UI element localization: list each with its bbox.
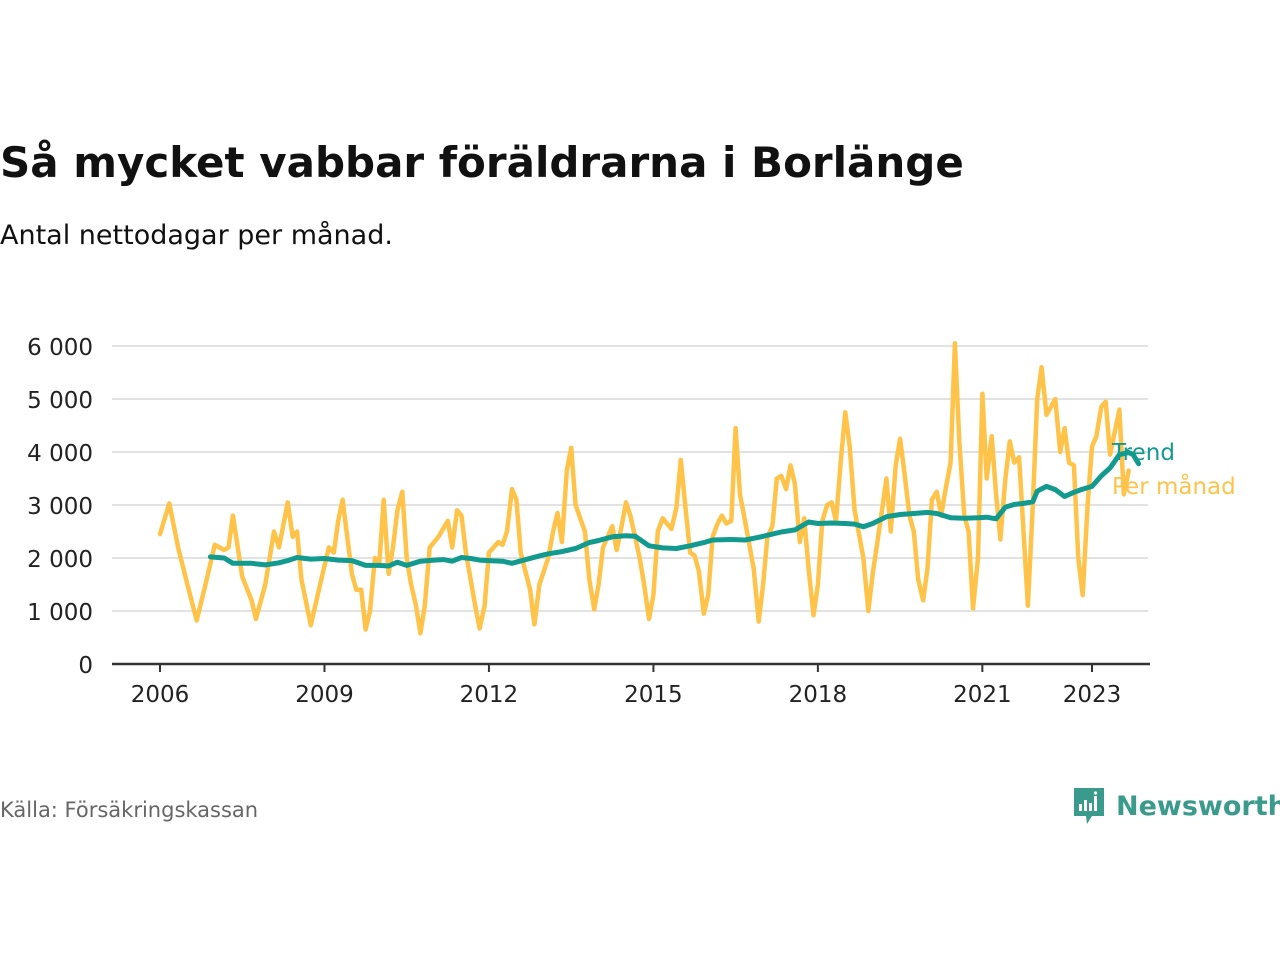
x-tick-label: 2021 xyxy=(953,682,1012,708)
y-tick-label: 2 000 xyxy=(27,547,93,573)
chart-subtitle: Antal nettodagar per månad. xyxy=(0,220,393,251)
x-tick-label: 2015 xyxy=(624,682,683,708)
newsworthy-logo-icon xyxy=(1074,788,1104,824)
series-line-per-manad xyxy=(157,341,1131,636)
x-tick-label: 2009 xyxy=(295,682,354,708)
line-chart: 0 1 000 2 000 3 000 4 000 5 000 6 000 2006 2009… xyxy=(27,335,1236,708)
y-tick-label: 1 000 xyxy=(27,600,93,626)
x-tick-label: 2012 xyxy=(460,682,519,708)
x-tick-label: 2006 xyxy=(131,682,190,708)
source-note: Källa: Försäkringskassan xyxy=(0,798,259,822)
y-tick-label: 4 000 xyxy=(27,441,93,467)
series-label-trend: Trend xyxy=(1111,440,1175,466)
brand-logo: Newsworthy xyxy=(1072,784,1280,828)
x-tick-label: 2023 xyxy=(1063,682,1122,708)
series-labels: Trend Per månad xyxy=(1111,440,1236,500)
y-axis-ticks: 0 1 000 2 000 3 000 4 000 5 000 6 000 xyxy=(27,335,93,679)
series-line-trend xyxy=(207,450,1142,569)
x-axis-ticks: 2006 2009 2012 2015 2018 2021 2023 xyxy=(112,662,1150,708)
y-tick-label: 0 xyxy=(78,653,93,679)
y-tick-label: 6 000 xyxy=(27,335,93,361)
x-tick-label: 2018 xyxy=(789,682,848,708)
series-label-per-manad: Per månad xyxy=(1112,472,1236,500)
chart-title: Så mycket vabbar föräldrarna i Borlänge xyxy=(0,138,964,187)
series-lines xyxy=(157,341,1142,636)
brand-name: Newsworthy xyxy=(1116,790,1280,822)
y-tick-label: 5 000 xyxy=(27,388,93,414)
y-tick-label: 3 000 xyxy=(27,494,93,520)
gridlines xyxy=(112,345,1148,612)
